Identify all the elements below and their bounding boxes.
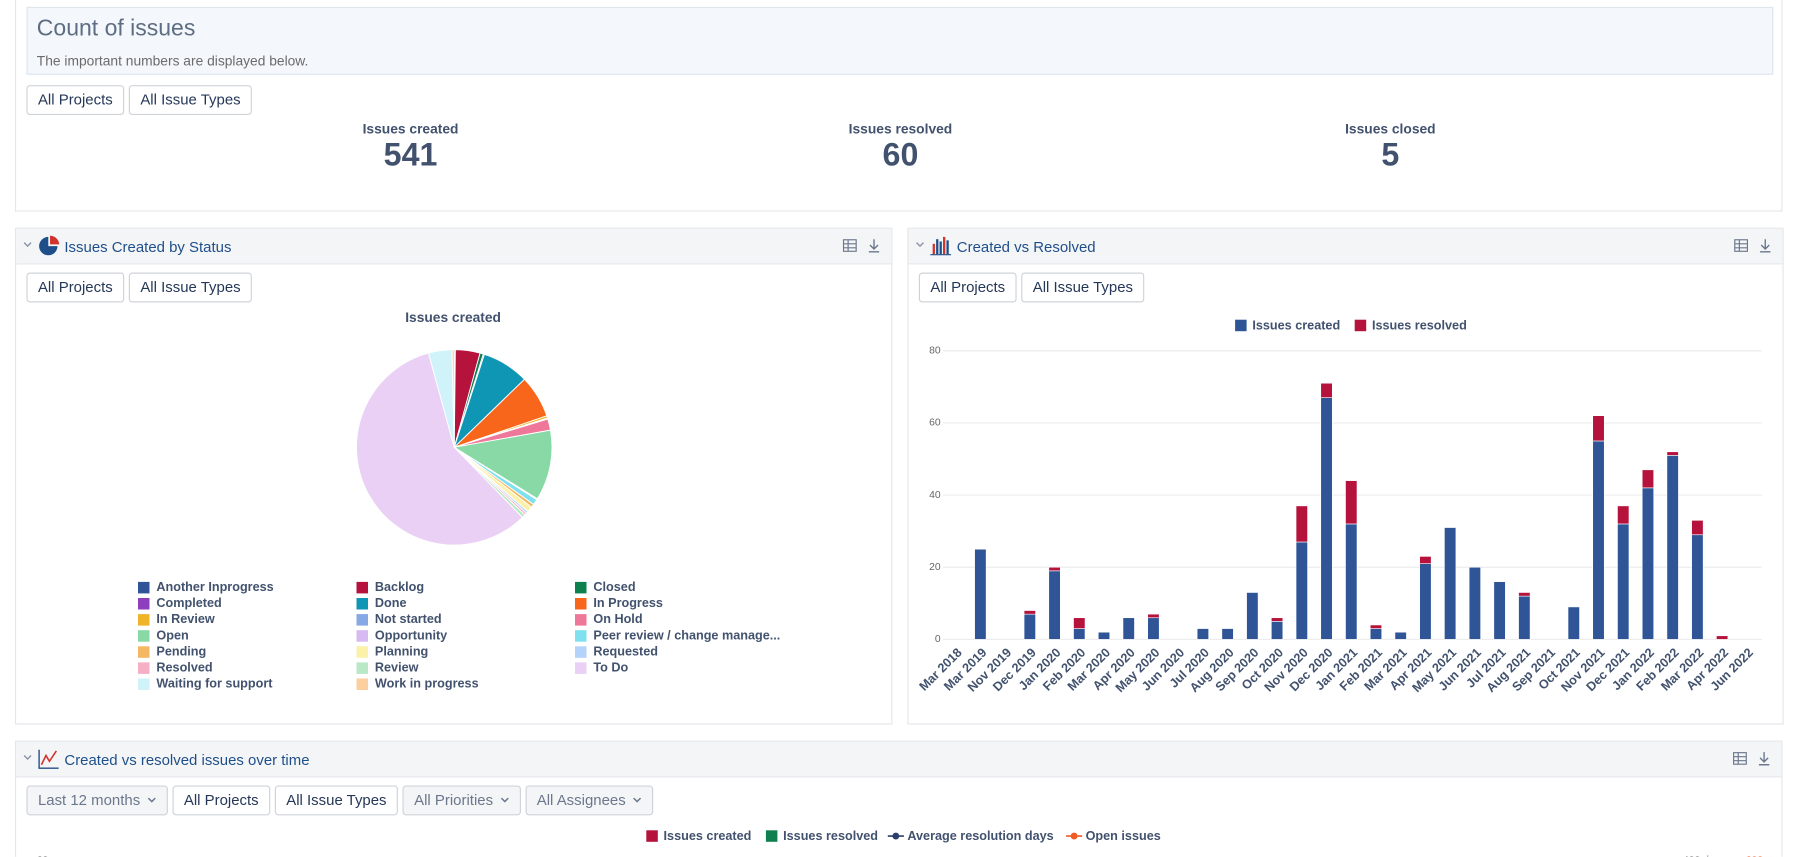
filter-button[interactable]: All Issue Types [128,85,253,115]
panel-title: Created vs resolved issues over time [64,750,310,769]
panel-title: Created vs Resolved [956,238,1096,256]
download-icon [1760,239,1771,253]
line-icon [38,749,59,769]
panel-tools[interactable] [841,229,887,264]
dropdown-label: Last 12 months [37,791,141,809]
chevron-path [633,797,642,803]
chevron [147,797,156,803]
table-icon [1734,239,1748,252]
dropdown[interactable]: All Assignees [525,785,654,816]
table-icon [1733,752,1747,765]
panel-header: Created vs resolved issues over time [16,741,1782,778]
bar-icon [932,243,935,255]
dropdown[interactable]: All Priorities [402,785,521,816]
bar-icon [946,240,949,255]
kpi-label: Issues resolved [848,120,953,137]
collapse-chevron [23,242,32,248]
panel: Created vs resolved issues over time Last… [14,740,1783,857]
chevron [500,797,509,803]
panel-header: Created vs Resolved [908,228,1783,265]
page-title: Count of issues [36,16,196,42]
table-icon [843,239,857,252]
filter-button[interactable]: All Issue Types [274,785,399,816]
collapse-chevron [23,755,32,760]
dropdown-label: All Assignees [536,791,626,809]
chevron-path [147,797,156,803]
filter-button[interactable]: All Projects [26,85,125,115]
collapse-chevron [916,242,924,248]
kpi-label: Issues closed [1345,120,1436,137]
panel-title: Issues Created by Status [64,238,232,256]
download-icon [868,239,880,253]
filter-bar: All Projects All Issue Types [26,272,253,303]
panel-icons [916,236,952,256]
filter-button[interactable]: All Issue Types [1021,272,1145,303]
panel-icons [23,235,60,256]
panel-header: Issues Created by Status [16,228,892,265]
download-icon [1758,752,1770,766]
kpi-value: 60 [882,136,919,173]
table-icon [842,239,857,252]
pie-icon [50,235,60,245]
filter-button[interactable]: All Projects [918,272,1017,303]
bar-icon [936,239,939,255]
summary-card: Count of issues The important numbers are… [14,0,1783,212]
chevron [633,797,642,803]
title-box: Count of issues The important numbers are… [26,6,1774,75]
kpi-value: 541 [383,136,438,173]
filter-button[interactable]: All Projects [26,272,125,303]
kpi-value: 5 [1381,136,1400,173]
kpi-label: Issues created [362,120,459,137]
filter-bar: All Projects All Issue Types [918,272,1145,303]
page-subtitle: The important numbers are displayed belo… [36,52,309,69]
panel: Issues Created by Status All Projects All … [14,227,893,725]
kpi: Issues resolved 60 [785,121,1015,174]
panel-tools[interactable] [1731,742,1777,777]
panel-icons [23,749,59,769]
table-icon [1734,239,1749,252]
dropdown-label: All Priorities [414,791,494,809]
filter-bar: Last 12 months All Projects All Issue Type… [26,785,654,816]
filter-button[interactable]: All Issue Types [128,272,253,303]
panel: Created vs Resolved All Projects All Issue… [907,227,1784,725]
kpi: Issues closed 5 [1275,121,1505,174]
kpi: Issues created 541 [296,121,526,174]
table-icon [1733,752,1747,765]
line-icon [40,750,58,766]
bar-icon [943,236,946,255]
pie-icon [39,236,58,256]
dropdown[interactable]: Last 12 months [26,785,168,816]
filter-button[interactable]: All Projects [172,785,271,816]
bar-icon [939,241,942,255]
panel-tools[interactable] [1732,229,1778,264]
filter-bar: All Projects All Issue Types [26,85,253,115]
chevron-path [500,797,509,803]
